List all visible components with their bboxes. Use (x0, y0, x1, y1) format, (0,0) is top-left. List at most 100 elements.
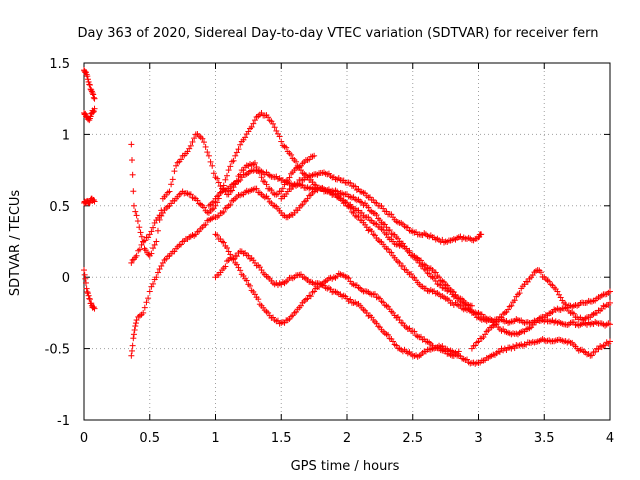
data-point (278, 138, 285, 145)
data-point (255, 296, 262, 303)
data-point (498, 314, 505, 321)
data-point (511, 345, 518, 352)
data-point (235, 146, 242, 153)
data-point (214, 175, 221, 182)
data-point (150, 280, 157, 287)
data-point (132, 320, 139, 327)
data-point (130, 202, 137, 209)
data-point (168, 181, 175, 188)
data-point (270, 120, 277, 127)
data-point (194, 197, 201, 204)
data-point (416, 259, 423, 266)
axis-ticks (83, 62, 611, 421)
data-point (173, 162, 180, 169)
data-point (297, 302, 304, 309)
data-point (406, 247, 413, 254)
data-point (396, 259, 403, 266)
data-point (86, 199, 93, 206)
data-point (83, 285, 90, 292)
data-point (592, 348, 599, 355)
data-point (84, 76, 91, 83)
y-tick-label: -0.5 (45, 343, 70, 358)
data-point (133, 252, 140, 259)
data-point (85, 292, 92, 299)
data-point (237, 141, 244, 148)
data-point (137, 229, 144, 236)
data-point (371, 290, 378, 297)
data-point (283, 144, 290, 151)
chart-title: Day 363 of 2020, Sidereal Day-to-day VTE… (77, 26, 598, 41)
data-point (140, 309, 147, 316)
data-point (91, 305, 98, 312)
data-point (237, 267, 244, 274)
data-point (607, 338, 613, 345)
data-point (293, 158, 300, 165)
data-point (251, 159, 258, 166)
data-point (311, 152, 318, 159)
data-point (141, 245, 148, 252)
data-point (90, 94, 97, 101)
data-point (562, 301, 569, 308)
data-point (233, 253, 240, 260)
data-point (373, 212, 380, 219)
data-point (225, 167, 232, 174)
data-point (363, 309, 370, 316)
data-point (200, 204, 207, 211)
data-point (508, 302, 515, 309)
data-point (128, 347, 135, 354)
data-point (89, 90, 96, 97)
data-point (138, 233, 145, 240)
data-point (222, 176, 229, 183)
data-point (564, 304, 571, 311)
data-point (288, 151, 295, 158)
data-point (84, 73, 91, 80)
data-point (408, 270, 415, 277)
x-tick-label: 2 (343, 431, 351, 446)
data-point (150, 224, 157, 231)
data-point (159, 209, 166, 216)
data-point (245, 128, 252, 135)
x-tick-label: 1.5 (271, 431, 292, 446)
data-point (187, 142, 194, 149)
data-point (607, 288, 613, 295)
data-point (145, 251, 152, 258)
data-point (245, 252, 252, 259)
tick-labels: 0 0.5 1 1.5 2 2.5 3 3.5 4 -1 -0.5 0 0.5 1 1.5 (45, 57, 615, 446)
data-point (214, 199, 221, 206)
data-point (205, 152, 212, 159)
data-point (478, 231, 485, 238)
x-tick-label: 4 (606, 431, 614, 446)
data-point (210, 170, 217, 177)
data-point (258, 174, 265, 181)
data-point (177, 156, 184, 163)
data-point (516, 290, 523, 297)
data-point (342, 199, 349, 206)
data-point (557, 294, 564, 301)
data-point (232, 152, 239, 159)
data-point (130, 331, 137, 338)
y-tick-label: 1 (62, 128, 70, 143)
data-point (383, 224, 390, 231)
data-point (554, 288, 561, 295)
data-point (215, 179, 222, 186)
data-point (598, 305, 605, 312)
y-tick-label: -1 (57, 414, 70, 429)
data-point (128, 141, 135, 148)
data-point (90, 91, 97, 98)
y-tick-label: 1.5 (49, 57, 70, 72)
data-point (82, 275, 89, 282)
x-tick-label: 3.5 (534, 431, 555, 446)
data-point (455, 348, 462, 355)
data-point (385, 331, 392, 338)
data-point (214, 232, 221, 239)
data-point (524, 278, 531, 285)
data-point (150, 245, 157, 252)
data-point (607, 321, 613, 328)
data-point (143, 299, 150, 306)
data-point (242, 134, 249, 141)
data-point (286, 174, 293, 181)
data-point (352, 183, 359, 190)
data-point (202, 143, 209, 150)
data-point (279, 185, 286, 192)
data-point (368, 228, 375, 235)
